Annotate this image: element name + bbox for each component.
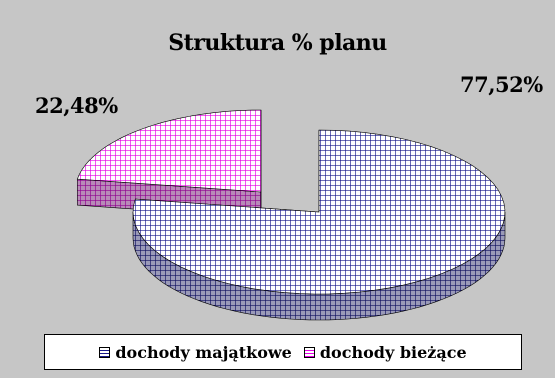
legend-label-majatkowe: dochody majątkowe	[115, 342, 292, 362]
pie-slice-biezace	[76, 109, 262, 219]
legend-label-biezace: dochody bieżące	[319, 342, 467, 362]
legend-item-biezace: dochody bieżące	[303, 342, 467, 362]
legend: dochody majątkowe dochody bieżące	[44, 334, 522, 370]
legend-swatch-biezace	[303, 346, 315, 358]
data-label-biezace: 22,48%	[35, 93, 118, 118]
legend-swatch-majatkowe	[99, 346, 111, 358]
pie-slice-majatkowe	[132, 129, 506, 321]
data-label-majatkowe: 77,52%	[460, 72, 543, 97]
legend-item-majatkowe: dochody majątkowe	[99, 343, 292, 362]
chart-title: Struktura % planu	[168, 30, 387, 56]
